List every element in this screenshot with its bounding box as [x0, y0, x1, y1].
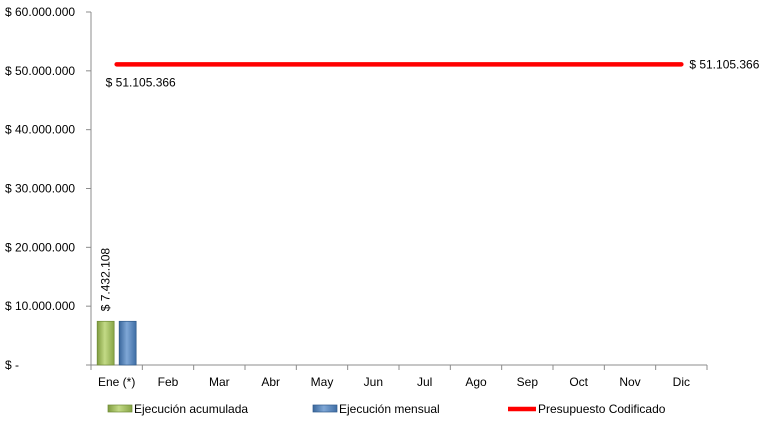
- y-tick-label: $ 10.000.000: [5, 299, 75, 313]
- x-tick-label: May: [311, 375, 334, 389]
- x-tick-label: Mar: [209, 375, 230, 389]
- x-tick-label: Jun: [364, 375, 383, 389]
- x-tick-label: Sep: [517, 375, 539, 389]
- legend-label: Presupuesto Codificado: [538, 402, 666, 416]
- bar: [119, 321, 136, 365]
- y-axis: $ 60.000.000 $ 50.000.000 $ 40.000.000 $ 30…: [5, 5, 91, 372]
- legend-label: Ejecución mensual: [339, 402, 440, 416]
- x-tick-label: Nov: [619, 375, 640, 389]
- bar: [97, 321, 114, 365]
- legend-swatch: [313, 405, 337, 412]
- x-tick-label: Abr: [261, 375, 280, 389]
- y-tick-label: $ 60.000.000: [5, 5, 75, 19]
- legend-label: Ejecución acumulada: [134, 402, 248, 416]
- x-axis: Ene (*) Feb Mar Abr May Jun Jul Ago Sep Oct Nov Dic: [91, 365, 707, 389]
- y-tick-label: $ -: [5, 358, 19, 372]
- x-tick-label: Oct: [569, 375, 588, 389]
- x-tick-label: Jul: [417, 375, 432, 389]
- x-tick-label: Ene (*): [98, 375, 135, 389]
- y-tick-label: $ 30.000.000: [5, 182, 75, 196]
- legend: Ejecución acumulada Ejecución mensual Pres…: [108, 402, 666, 416]
- data-labels: $ 51.105.366 $ 51.105.366 $ 7.432.108: [99, 57, 760, 311]
- bars: [97, 321, 136, 365]
- x-tick-label: Feb: [158, 375, 179, 389]
- y-tick-label: $ 20.000.000: [5, 240, 75, 254]
- x-tick-label: Ago: [465, 375, 487, 389]
- line-end-label: $ 51.105.366: [689, 57, 759, 71]
- y-tick-label: $ 50.000.000: [5, 64, 75, 78]
- line-start-label: $ 51.105.366: [106, 75, 176, 89]
- bar-value-label: $ 7.432.108: [99, 248, 113, 312]
- y-tick-label: $ 40.000.000: [5, 123, 75, 137]
- legend-swatch: [108, 405, 132, 412]
- x-tick-label: Dic: [673, 375, 690, 389]
